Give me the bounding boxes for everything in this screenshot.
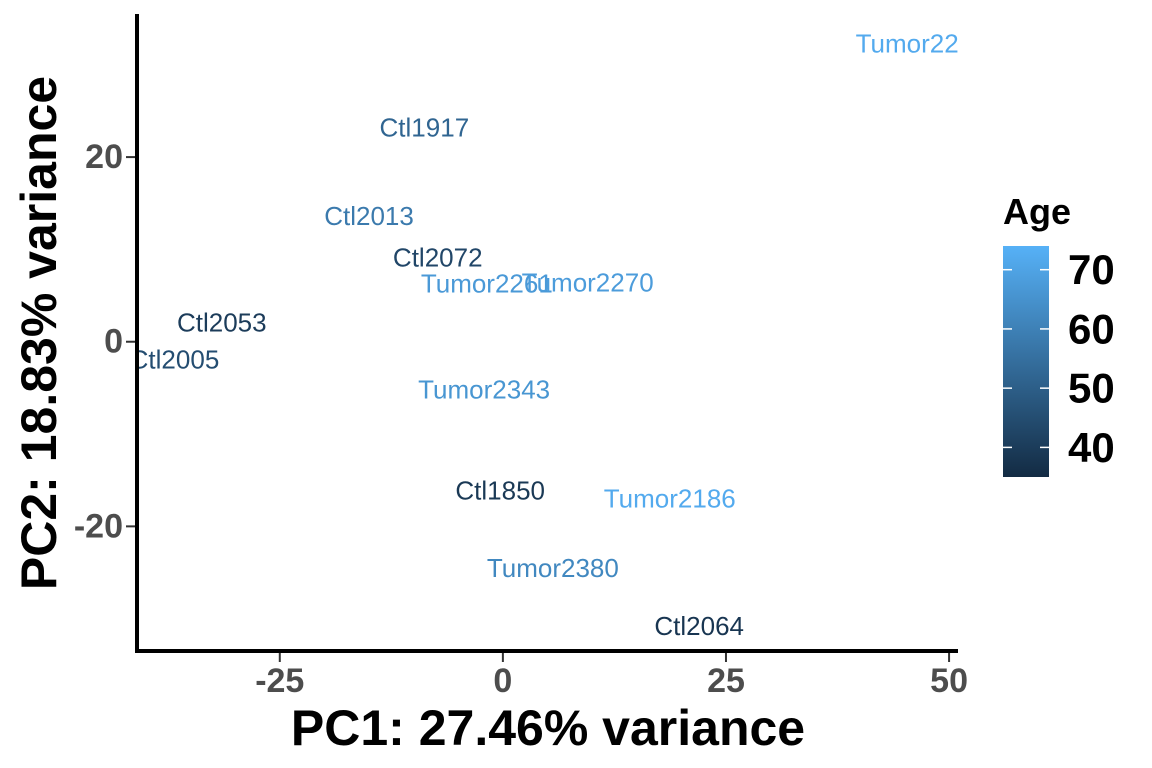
- legend-title: Age: [1003, 191, 1071, 232]
- legend-ticks: 40 50 60 70: [1003, 246, 1115, 471]
- x-axis-ticks: -25 0 25 50: [255, 653, 968, 700]
- y-axis-title: PC2: 18.83% variance: [11, 76, 67, 590]
- point-label-ctl2013: Ctl2013: [324, 201, 414, 231]
- point-labels: Tumor22Ctl1917Ctl2013Ctl2072Tumor2261Tum…: [130, 29, 959, 642]
- y-tick-label: 0: [104, 323, 123, 361]
- y-tick-label: 20: [85, 138, 123, 176]
- point-label-tumor2261: Tumor2261: [421, 269, 553, 299]
- color-legend: Age 40 50 60 70: [1003, 191, 1115, 477]
- legend-tick-label: 70: [1068, 246, 1115, 293]
- point-label-tumor2343: Tumor2343: [418, 375, 550, 405]
- x-tick-label: 0: [493, 662, 512, 700]
- legend-tick-label: 60: [1068, 305, 1115, 352]
- x-axis-title: PC1: 27.46% variance: [291, 700, 805, 756]
- point-label-ctl1850: Ctl1850: [455, 475, 545, 505]
- point-label-ctl1917: Ctl1917: [380, 113, 470, 143]
- point-label-ctl2053: Ctl2053: [177, 307, 267, 337]
- point-label-ctl2064: Ctl2064: [654, 611, 744, 641]
- point-label-tumor2186: Tumor2186: [604, 484, 736, 514]
- point-label-tumor2380: Tumor2380: [487, 553, 619, 583]
- point-label-ctl2005: Ctl2005: [130, 344, 220, 374]
- x-tick-label: 25: [707, 662, 745, 700]
- point-label-tumor2270: Tumor2270: [522, 268, 654, 298]
- y-tick-label: -20: [74, 507, 123, 545]
- point-label-ctl2072: Ctl2072: [393, 243, 483, 273]
- legend-colorbar: [1003, 246, 1049, 477]
- x-tick-label: 50: [930, 662, 968, 700]
- point-label-tumor22: Tumor22: [856, 29, 959, 59]
- y-axis-ticks: -20 0 20: [74, 138, 135, 545]
- legend-tick-label: 40: [1068, 424, 1115, 471]
- x-tick-label: -25: [255, 662, 304, 700]
- legend-tick-label: 50: [1068, 365, 1115, 412]
